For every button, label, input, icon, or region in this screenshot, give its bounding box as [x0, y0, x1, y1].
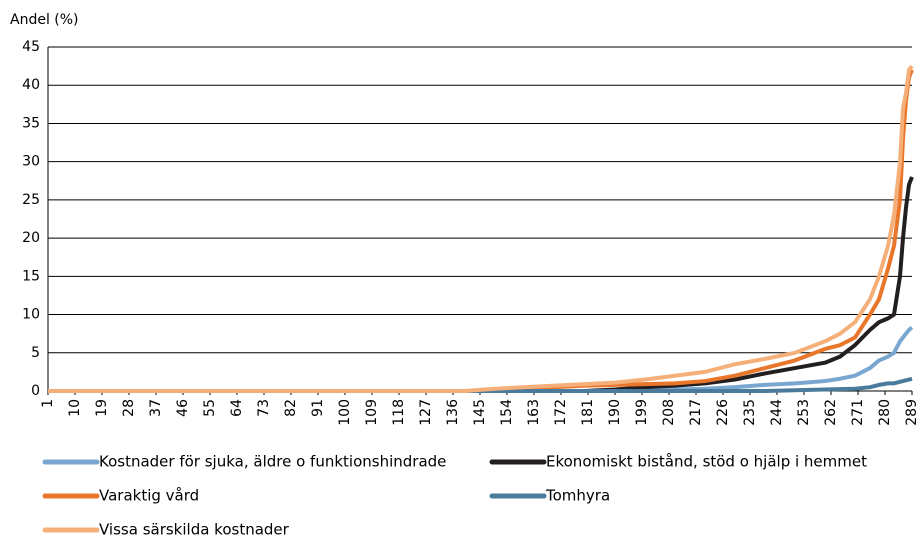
legend-label: Kostnader för sjuka, äldre o funktionshi… — [99, 453, 446, 471]
y-tick-label: 30 — [22, 154, 40, 170]
x-tick-label: 109 — [364, 399, 380, 426]
x-tick-label: 154 — [499, 399, 515, 426]
legend-label: Varaktig vård — [99, 487, 199, 505]
x-tick-label: 82 — [283, 399, 299, 417]
x-tick-label: 235 — [742, 399, 758, 426]
y-tick-label: 25 — [22, 192, 40, 208]
x-tick-label: 217 — [688, 399, 704, 426]
x-tick-label: 118 — [391, 399, 407, 426]
x-tick-label: 1 — [40, 399, 56, 408]
x-tick-label: 73 — [256, 399, 272, 417]
series-line — [48, 376, 913, 393]
x-tick-label: 28 — [121, 399, 137, 417]
y-tick-label: 15 — [22, 268, 40, 284]
x-tick-label: 127 — [418, 399, 434, 426]
x-tick-label: 253 — [796, 399, 812, 426]
x-tick-label: 271 — [850, 399, 866, 426]
x-tick-label: 190 — [607, 399, 623, 426]
x-tick-label: 280 — [877, 399, 893, 426]
y-tick-label: 5 — [31, 345, 40, 361]
x-tick-label: 10 — [67, 399, 83, 417]
x-tick-label: 91 — [310, 399, 326, 417]
x-tick-label: 208 — [661, 399, 677, 426]
x-tick-label: 199 — [634, 399, 650, 426]
x-tick-label: 55 — [202, 399, 218, 417]
y-tick-label: 0 — [31, 383, 40, 399]
x-tick-label: 19 — [94, 399, 110, 417]
x-tick-label: 172 — [553, 399, 569, 426]
y-tick-label: 45 — [22, 39, 40, 55]
x-tick-label: 289 — [904, 399, 920, 426]
x-tick-label: 226 — [715, 399, 731, 426]
x-tick-label: 181 — [580, 399, 596, 426]
series-line — [48, 64, 914, 393]
y-axis-label: Andel (%) — [10, 12, 79, 28]
x-tick-label: 100 — [337, 399, 353, 426]
x-tick-label: 262 — [823, 399, 839, 426]
x-tick-label: 64 — [229, 399, 245, 417]
y-tick-label: 40 — [22, 77, 40, 93]
series-line — [48, 176, 914, 393]
series-line — [48, 69, 914, 393]
x-tick-label: 46 — [175, 399, 191, 417]
y-tick-label: 35 — [22, 115, 40, 131]
x-tick-label: 37 — [148, 399, 164, 417]
legend-label: Ekonomiskt bistånd, stöd o hjälp i hemme… — [546, 453, 867, 471]
x-tick-label: 145 — [472, 399, 488, 426]
x-tick-label: 136 — [445, 399, 461, 426]
y-tick-label: 10 — [22, 307, 40, 323]
legend-label: Tomhyra — [545, 487, 610, 505]
legend-label: Vissa särskilda kostnader — [99, 521, 290, 539]
y-tick-label: 20 — [22, 230, 40, 246]
x-tick-label: 244 — [769, 399, 785, 426]
series-line — [48, 325, 914, 393]
x-tick-label: 163 — [526, 399, 542, 426]
